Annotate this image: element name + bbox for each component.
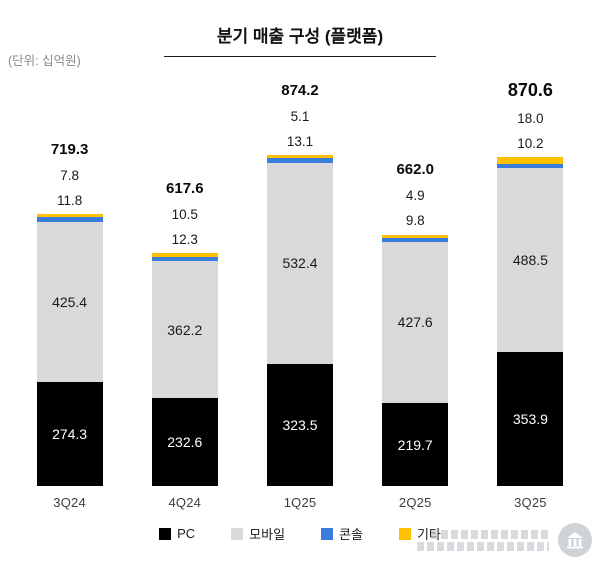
pc-value-label: 353.9 <box>512 411 548 428</box>
mobile-segment: 532.4 <box>267 162 333 364</box>
category-label: 4Q24 <box>168 495 202 510</box>
legend-label: 모바일 <box>249 527 286 542</box>
etc-segment <box>267 154 333 158</box>
mobile-value-label: 488.5 <box>512 252 548 269</box>
total-label: 617.6 <box>166 179 204 197</box>
mobile-value-label: 427.6 <box>397 314 433 331</box>
legend-label: 콘솔 <box>339 527 363 542</box>
pc-segment: 274.3 <box>36 382 103 486</box>
title-underline <box>164 56 436 57</box>
above-bar-labels: 617.6 10.5 12.3 <box>166 180 204 248</box>
console-segment <box>151 256 218 262</box>
watermark-text-line <box>417 541 549 551</box>
legend-item: PC <box>159 526 195 541</box>
mobile-value-label: 532.4 <box>282 255 318 272</box>
legend-item: 모바일 <box>231 524 285 543</box>
watermark <box>417 523 592 557</box>
mobile-segment: 488.5 <box>497 168 564 353</box>
console-segment <box>267 157 333 163</box>
total-label: 874.2 <box>281 81 319 99</box>
etc-value-label: 18.0 <box>517 110 544 126</box>
etc-value-label: 7.8 <box>60 168 79 184</box>
stacked-bar-chart: 719.3 7.8 11.8 425.4 274.3 3Q24 617.6 10.5 12.3 3… <box>12 80 588 512</box>
pc-value-label: 232.6 <box>167 434 203 451</box>
console-value-label: 9.8 <box>405 213 425 229</box>
pc-value-label: 219.7 <box>397 436 433 453</box>
etc-value-label: 5.1 <box>290 108 310 124</box>
pc-value-label: 274.3 <box>52 426 88 443</box>
above-bar-labels: 870.6 18.0 10.2 <box>508 80 553 152</box>
category-label: 3Q24 <box>53 495 86 510</box>
category-label: 2Q25 <box>398 495 432 510</box>
console-value-label: 12.3 <box>171 231 198 247</box>
bar-column: 870.6 18.0 10.2 488.5 353.9 3Q25 <box>473 80 588 512</box>
total-label: 719.3 <box>50 141 89 159</box>
stacked-bar: 532.4 323.5 <box>267 154 333 486</box>
console-segment <box>497 164 564 169</box>
mobile-value-label: 425.4 <box>52 294 88 311</box>
console-segment <box>36 217 103 222</box>
pc-segment: 219.7 <box>382 403 449 486</box>
building-logo-icon <box>558 523 592 557</box>
mobile-segment: 425.4 <box>36 221 103 383</box>
console-value-label: 11.8 <box>56 193 83 209</box>
legend-item: 콘솔 <box>321 524 363 543</box>
etc-segment <box>497 157 564 165</box>
legend-swatch <box>398 527 411 540</box>
above-bar-labels: 662.0 4.9 9.8 <box>396 161 434 229</box>
legend-label: PC <box>177 526 196 541</box>
unit-label: (단위: 십억원) <box>8 54 81 68</box>
stacked-bar: 425.4 274.3 <box>36 214 103 486</box>
total-label: 870.6 <box>507 80 553 101</box>
above-bar-labels: 719.3 7.8 11.8 <box>51 141 89 209</box>
legend-swatch <box>159 527 172 540</box>
pc-value-label: 323.5 <box>282 416 318 433</box>
etc-segment <box>151 252 218 257</box>
bar-column: 662.0 4.9 9.8 427.6 219.7 2Q25 <box>358 80 473 512</box>
category-label: 3Q25 <box>514 495 547 510</box>
category-label: 1Q25 <box>283 495 317 510</box>
watermark-text-lines <box>417 529 549 551</box>
console-value-label: 10.2 <box>517 136 544 152</box>
chart-legend: PC 모바일 콘솔 기타 <box>0 524 600 543</box>
watermark-text-line <box>431 529 549 539</box>
bar-column: 719.3 7.8 11.8 425.4 274.3 3Q24 <box>12 80 127 512</box>
legend-swatch <box>321 527 334 540</box>
console-value-label: 13.1 <box>286 133 314 149</box>
etc-value-label: 4.9 <box>405 188 425 204</box>
above-bar-labels: 874.2 5.1 13.1 <box>281 82 319 150</box>
pc-segment: 353.9 <box>497 352 564 486</box>
bar-column: 874.2 5.1 13.1 532.4 323.5 1Q25 <box>242 80 357 512</box>
stacked-bar: 488.5 353.9 <box>497 157 564 486</box>
bar-column: 617.6 10.5 12.3 362.2 232.6 4Q24 <box>127 80 242 512</box>
mobile-segment: 362.2 <box>151 261 218 399</box>
mobile-segment: 427.6 <box>382 241 449 404</box>
pc-segment: 323.5 <box>267 363 333 486</box>
etc-value-label: 10.5 <box>171 206 198 222</box>
console-segment <box>382 237 449 242</box>
stacked-bar: 362.2 232.6 <box>151 252 218 486</box>
etc-segment <box>382 234 449 238</box>
etc-segment <box>36 214 103 218</box>
mobile-value-label: 362.2 <box>167 321 203 338</box>
total-label: 662.0 <box>396 161 434 179</box>
stacked-bar: 427.6 219.7 <box>382 234 449 486</box>
chart-title: 분기 매출 구성 (플랫폼) <box>216 27 384 46</box>
pc-segment: 232.6 <box>151 398 218 486</box>
legend-swatch <box>231 527 244 540</box>
